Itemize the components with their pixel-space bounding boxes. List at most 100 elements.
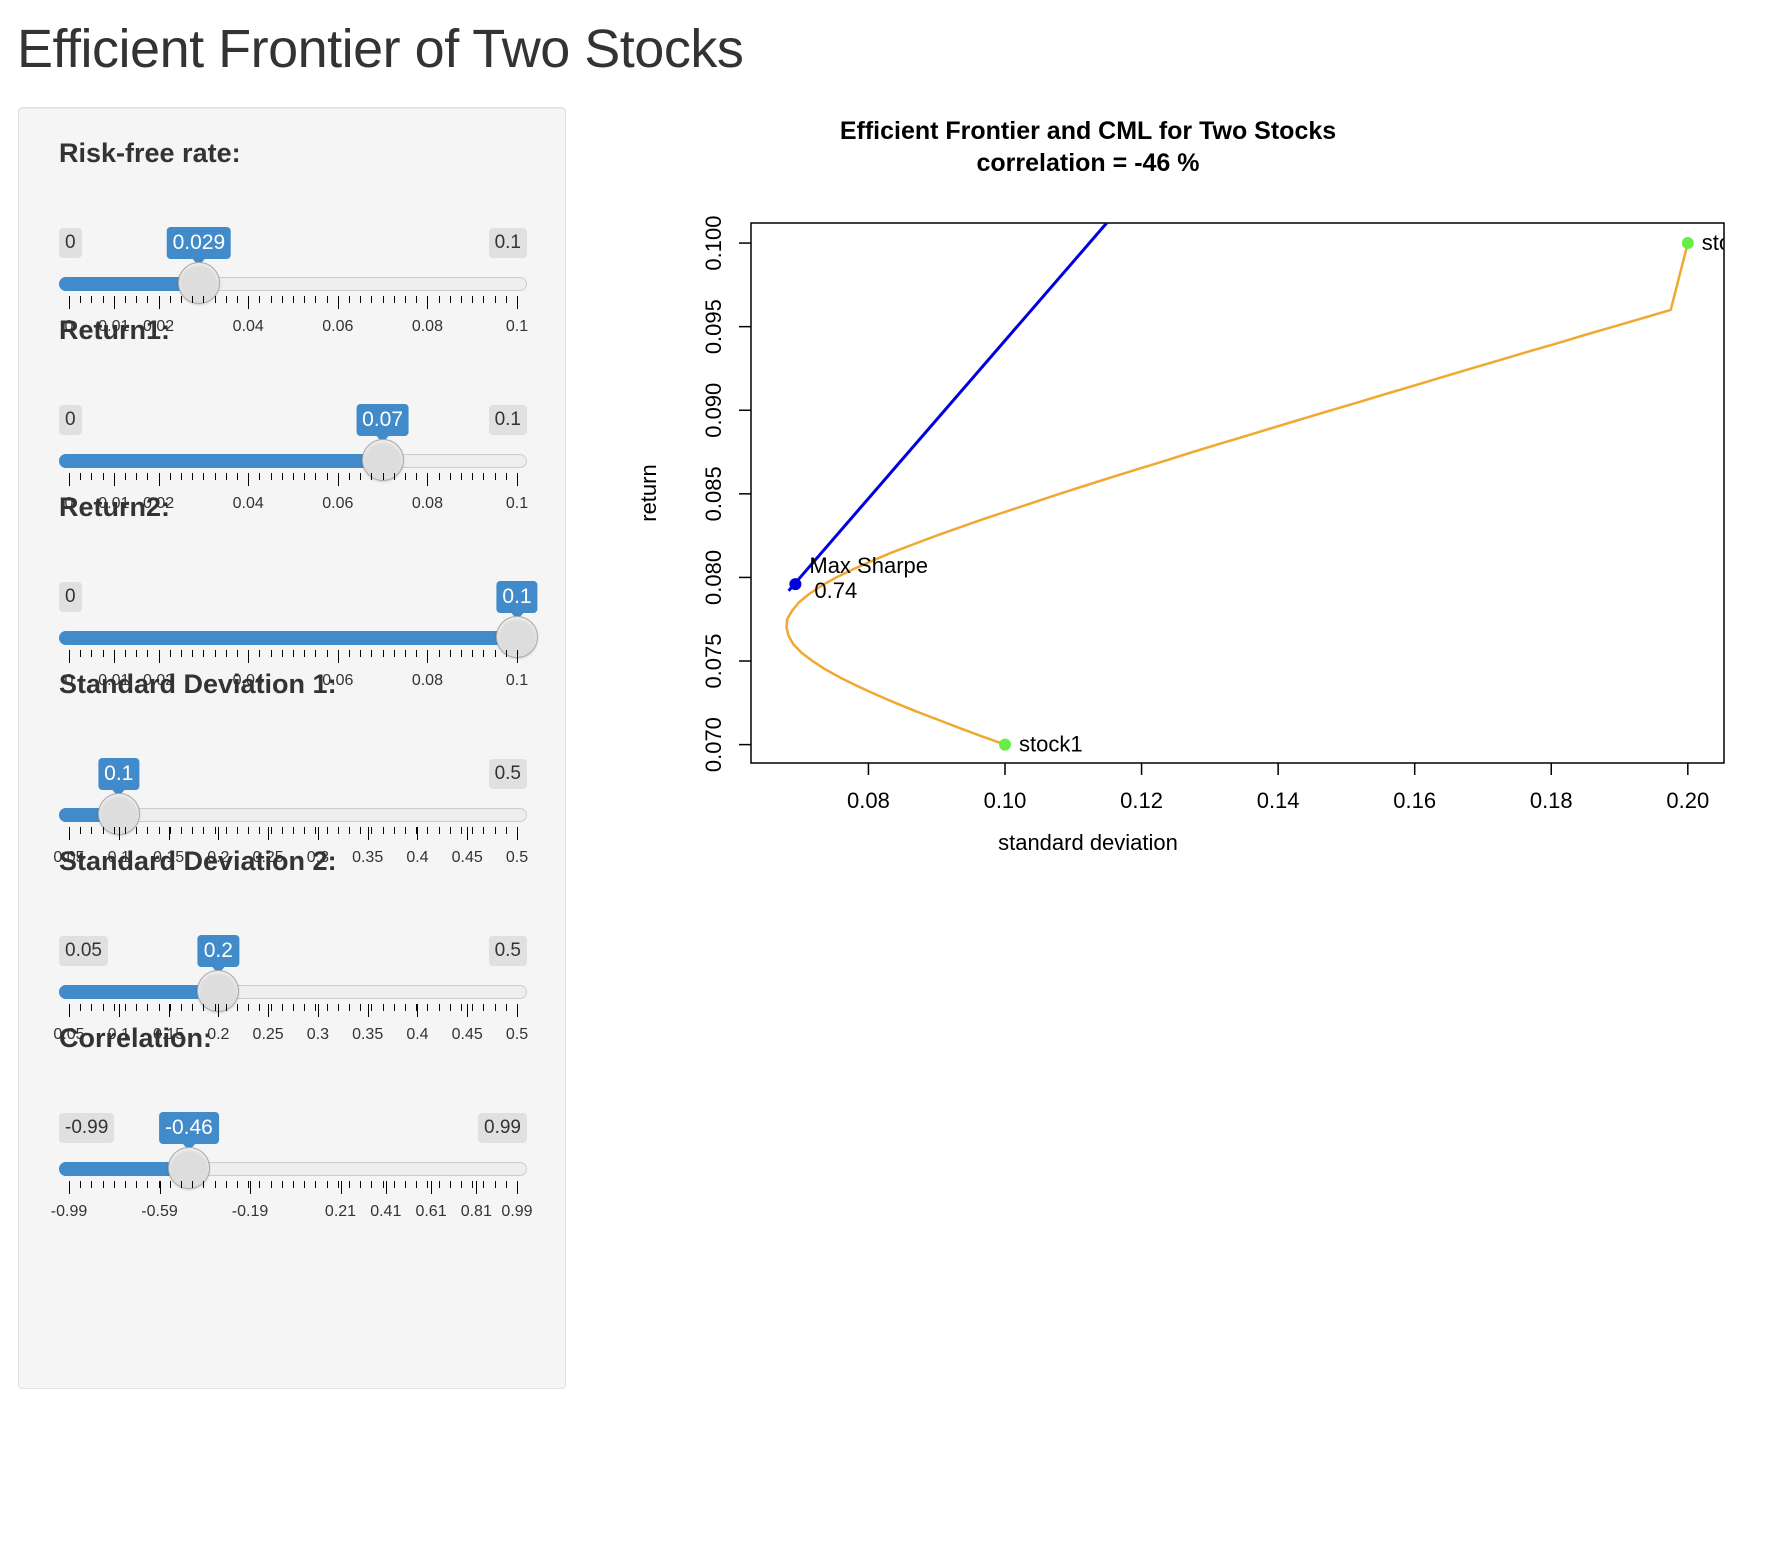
slider-minor-tick [416,650,418,657]
slider-minor-tick [181,473,182,480]
slider-tick-label: 0.45 [451,1026,483,1043]
slider-fill [59,631,517,645]
sidebar-panel: Risk-free rate: 0 0.1 0.029 0 0.01 0.02 0.04 0.0… [18,107,566,1389]
slider-handle[interactable] [167,1147,210,1189]
page-title: Efficient Frontier of Two Stocks [17,19,744,79]
slider-fill [59,1162,189,1176]
slider-minor-tick [293,473,294,480]
slider-minor-tick [304,296,306,303]
slider-minor-tick [125,650,126,657]
slider-tick-label: -0.59 [141,1203,178,1220]
slider-minor-tick [449,296,451,303]
slider-fill [59,277,199,291]
stock2-label: stock2 [1702,230,1766,255]
slider-minor-tick [270,1004,272,1011]
slider-minor-tick [461,296,462,303]
slider-minor-tick [382,650,384,657]
slider-major-tick [337,473,339,486]
slider-minor-tick [382,827,384,834]
stock2-point [1681,237,1694,250]
slider-major-tick [517,827,518,840]
slider-minor-tick [461,473,462,480]
slider-minor-tick [169,1004,171,1011]
slider-minor-tick [371,1004,373,1011]
slider-tick-label: 0.4 [406,849,429,866]
slider-minor-tick [349,1004,350,1011]
slider-minor-tick [449,827,451,834]
slider-fill [59,454,383,468]
slider-minor-tick [237,827,238,834]
slider-tick-label: 0.81 [460,1203,492,1220]
y-tick-label: 0.095 [701,299,726,354]
slider-minor-tick [80,473,82,480]
slider-minor-tick [472,650,474,657]
slider-minor-tick [259,1181,261,1188]
slider-major-tick [113,296,115,309]
slider-handle[interactable] [197,970,240,1012]
slider-minor-tick [281,827,283,834]
slider-minor-tick [181,827,182,834]
slider-minor-tick [237,473,238,480]
chart-area: Efficient Frontier and CML for Two Stock… [620,115,1772,915]
slider-handle[interactable] [177,262,220,304]
slider-minor-tick [91,296,93,303]
slider-minor-tick [270,473,272,480]
slider-minor-tick [181,1004,182,1011]
slider-major-tick [168,1004,170,1017]
slider-major-tick [340,1181,342,1194]
slider-tick-label: 0.21 [324,1203,357,1220]
slider-tick-label: 0.25 [252,849,284,866]
slider-minor-tick [382,296,384,303]
slider-minor-tick [449,473,451,480]
slider-minor-tick [293,1004,294,1011]
slider-minor-tick [438,827,440,834]
slider-minor-tick [259,827,261,834]
slider-minor-tick [237,650,238,657]
slider-major-tick [268,1004,270,1017]
slider-minor-tick [326,473,328,480]
slider-minor-tick [449,1004,451,1011]
slider-major-tick [367,1004,369,1017]
slider-tick-label: 0.5 [505,849,529,866]
slider-minor-tick [125,827,126,834]
slider-major-tick [118,827,120,840]
y-tick-label: 0.100 [701,216,726,271]
slider-tick-label: 0.25 [252,1026,284,1043]
slider-value-label: 0.07 [356,404,410,443]
slider-tick-label: 0.41 [370,1203,402,1220]
slider-label: Standard Deviation 2: [59,846,337,876]
slider-tick-label: 0.99 [501,1203,533,1220]
x-tick-label: 0.20 [1666,788,1709,813]
slider-minor-tick [169,473,171,480]
slider-minor-tick [505,650,507,657]
chart-title: Efficient Frontier and CML for Two Stock… [840,117,1336,145]
slider-return2: Return2: 0 0.1 0 0.01 0.02 0.04 0.06 0.08 0.1 [59,492,538,689]
slider-tick-label: 0.3 [306,849,329,866]
x-tick-label: 0.14 [1257,788,1300,813]
slider-minor-tick [494,473,496,480]
slider-major-tick [69,1181,70,1194]
slider-minor-tick [371,1181,373,1188]
slider-tick-label: 0.04 [232,672,264,689]
slider-tick-label: 0.02 [143,318,175,335]
slider-minor-tick [259,296,261,303]
slider-major-tick [517,1004,518,1017]
slider-label: Correlation: [59,1023,213,1053]
slider-minor-tick [158,1004,160,1011]
slider-major-tick [69,650,70,663]
slider-minor-tick [382,473,384,480]
slider-major-tick [427,473,429,486]
x-tick-label: 0.18 [1530,788,1573,813]
slider-major-tick [367,827,369,840]
slider-minor-tick [326,1181,328,1188]
slider-major-tick [69,827,70,840]
slider-minor-tick [281,650,283,657]
slider-min-label: -0.99 [59,1113,115,1143]
slider-minor-tick [270,650,272,657]
slider-minor-tick [91,473,93,480]
slider-major-tick [337,296,339,309]
slider-min-label: 0.05 [59,936,108,966]
slider-major-tick [317,1004,319,1017]
slider-minor-tick [192,1181,194,1188]
slider-major-tick [417,1004,419,1017]
